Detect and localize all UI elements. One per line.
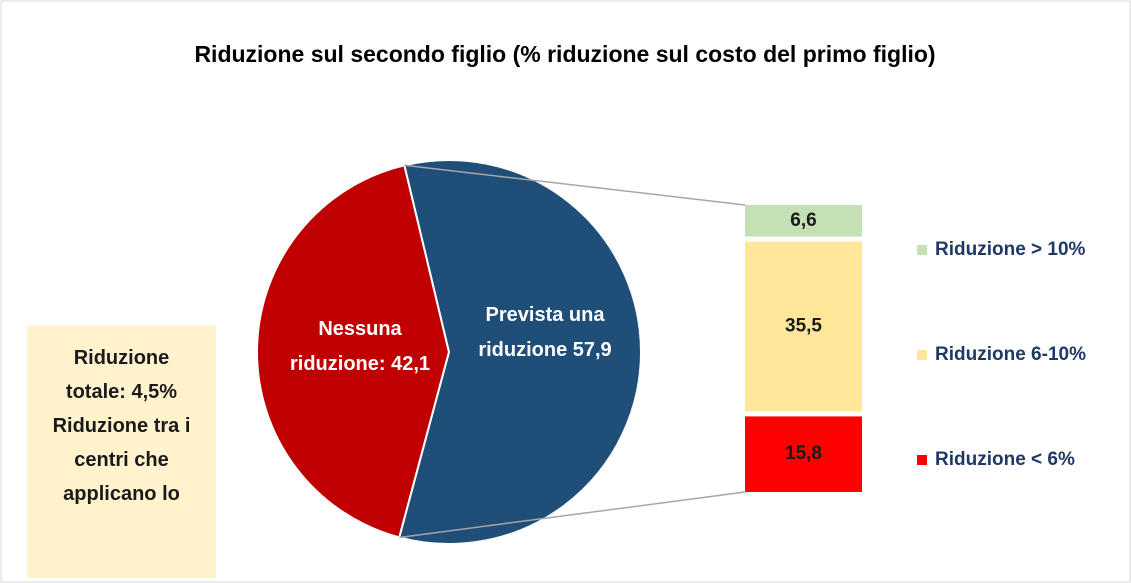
legend-label: Riduzione > 10% bbox=[935, 239, 1086, 260]
bar-segment bbox=[745, 416, 862, 492]
pie-slice bbox=[398, 159, 642, 545]
legend-label: Riduzione 6-10% bbox=[935, 344, 1086, 365]
pie-label: Nessuna riduzione: 42,1 bbox=[289, 318, 431, 375]
bar-segment bbox=[745, 205, 862, 237]
connector bbox=[404, 164, 746, 206]
note-box: Riduzione totale: 4,5% Riduzione tra i c… bbox=[27, 325, 216, 578]
bar-value-label: 35,5 bbox=[785, 316, 822, 337]
chart-title: Riduzione sul secondo figlio (% riduzion… bbox=[194, 41, 935, 67]
legend-swatch bbox=[917, 455, 927, 465]
legend-swatch bbox=[917, 350, 927, 360]
bar-value-label: 15,8 bbox=[785, 443, 822, 464]
bar-value-label: 6,6 bbox=[790, 210, 816, 231]
legend-label: Riduzione < 6% bbox=[935, 449, 1075, 470]
legend-swatch bbox=[917, 245, 927, 255]
bar-segment bbox=[745, 241, 862, 412]
pie-slice bbox=[256, 164, 451, 539]
connector bbox=[399, 491, 746, 539]
pie-label: Prevista una riduzione 57,9 bbox=[478, 304, 612, 361]
